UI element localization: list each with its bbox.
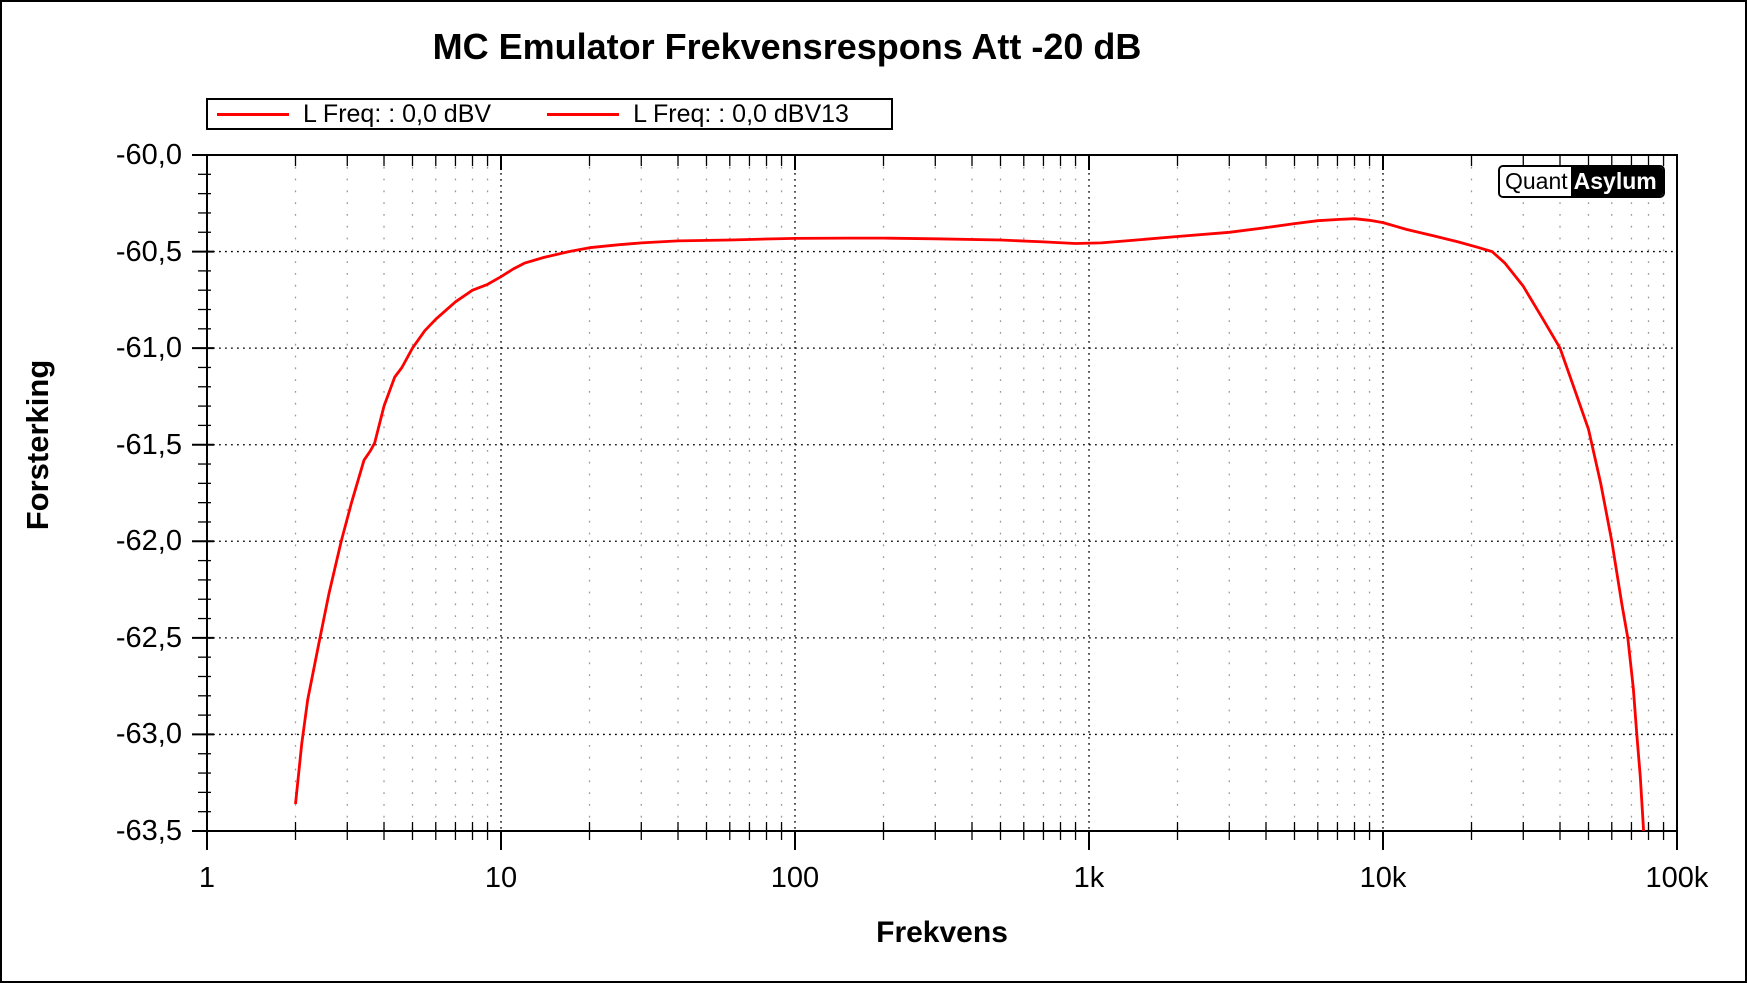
legend-label-2: L Freq: : 0,0 dBV13	[633, 99, 849, 128]
x-tick-label: 1	[198, 862, 216, 894]
legend-line-swatch-1	[217, 112, 289, 116]
y-tick-label: -61,5	[115, 428, 182, 461]
x-tick-label: 100k	[1645, 862, 1709, 894]
y-tick-label: -62,5	[115, 621, 182, 654]
legend-box: L Freq: : 0,0 dBV L Freq: : 0,0 dBV13	[206, 98, 893, 130]
legend-entry-1: L Freq: : 0,0 dBV	[217, 100, 491, 129]
legend-label-1: L Freq: : 0,0 dBV	[303, 99, 492, 128]
x-tick-label: 1k	[1073, 862, 1105, 894]
y-tick-label: -60,5	[115, 235, 182, 268]
y-tick-label: -63,0	[115, 718, 182, 751]
x-axis-title: Frekvens	[876, 916, 1008, 949]
x-tick-label: 10	[484, 862, 518, 894]
logo-text-asylum: Asylum	[1570, 167, 1663, 196]
y-axis-title: Forsterking	[20, 359, 55, 531]
legend-entry-2: L Freq: : 0,0 dBV13	[547, 100, 849, 129]
x-tick-label: 100	[770, 862, 820, 894]
response-curve	[294, 217, 1645, 832]
x-tick-label: 10k	[1359, 862, 1407, 894]
legend-line-swatch-2	[547, 112, 620, 116]
y-tick-label: -63,5	[115, 815, 182, 847]
quantasylum-logo: Quant Asylum	[1498, 165, 1665, 198]
logo-text-quant: Quant	[1500, 167, 1571, 196]
y-tick-label: -62,0	[115, 525, 182, 558]
y-tick-label: -60,0	[115, 139, 182, 171]
chart-title: MC Emulator Frekvensrespons Att -20 dB	[432, 26, 1142, 67]
y-tick-label: -61,0	[115, 332, 182, 365]
